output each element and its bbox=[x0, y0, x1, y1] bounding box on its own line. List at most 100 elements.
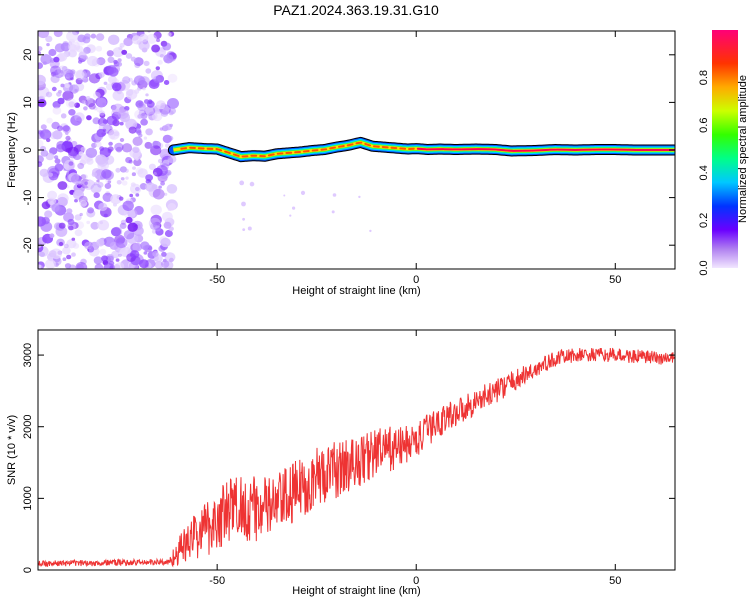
colorbar: 0.0 0.2 0.4 0.6 0.8 Normalized spectral ampl… bbox=[698, 30, 749, 276]
noise-blob bbox=[115, 258, 120, 262]
noise-blob bbox=[58, 222, 66, 229]
noise-blob bbox=[131, 172, 136, 177]
noise-blob bbox=[78, 151, 84, 156]
noise-blob bbox=[127, 222, 138, 232]
noise-blob bbox=[168, 135, 174, 141]
noise-blob bbox=[86, 220, 91, 225]
noise-blob bbox=[128, 159, 133, 164]
noise-blob bbox=[98, 58, 106, 65]
noise-blob bbox=[132, 242, 143, 252]
noise-blob bbox=[71, 237, 76, 241]
noise-blob bbox=[64, 83, 70, 88]
noise-blob bbox=[78, 59, 83, 64]
track-core bbox=[215, 148, 223, 152]
noise-blob bbox=[65, 135, 71, 141]
noise-blob bbox=[45, 35, 53, 43]
noise-blob bbox=[105, 83, 114, 91]
noise-blob bbox=[132, 146, 140, 153]
noise-blob bbox=[155, 66, 160, 71]
noise-blob bbox=[152, 188, 165, 200]
noise-dot bbox=[331, 210, 335, 214]
noise-blob bbox=[45, 91, 53, 98]
noise-blob bbox=[51, 86, 57, 92]
noise-blob bbox=[48, 250, 57, 258]
noise-blob bbox=[160, 237, 171, 248]
spectrogram-x-axis-label: Height of straight line (km) bbox=[292, 285, 420, 297]
noise-blob bbox=[144, 99, 150, 104]
noise-blob bbox=[62, 246, 71, 255]
noise-blob bbox=[154, 261, 164, 269]
noise-blob bbox=[40, 221, 53, 232]
noise-blob bbox=[119, 222, 127, 229]
noise-blob bbox=[38, 51, 42, 55]
noise-blob bbox=[108, 141, 113, 146]
colorbar-ticks: 0.0 0.2 0.4 0.6 0.8 bbox=[698, 70, 710, 276]
noise-blob bbox=[107, 180, 112, 184]
noise-dot bbox=[241, 201, 246, 207]
track-core bbox=[180, 147, 188, 150]
noise-blob bbox=[49, 131, 59, 140]
noise-blob bbox=[113, 264, 121, 269]
noise-blob bbox=[125, 53, 133, 59]
noise-blob bbox=[67, 137, 72, 142]
noise-blob bbox=[124, 168, 129, 173]
noise-blob bbox=[103, 263, 115, 269]
noise-dot bbox=[292, 206, 296, 210]
noise-blob bbox=[65, 131, 69, 135]
noise-blob bbox=[40, 124, 47, 130]
noise-blob bbox=[101, 255, 108, 262]
noise-blob bbox=[99, 248, 107, 255]
snr-x-axis-label: Height of straight line (km) bbox=[292, 585, 420, 597]
noise-blob bbox=[135, 157, 139, 161]
noise-blob bbox=[38, 62, 43, 69]
noise-blob bbox=[74, 102, 80, 108]
noise-blob bbox=[39, 251, 45, 257]
noise-blob bbox=[74, 112, 85, 122]
noise-blob bbox=[75, 77, 83, 85]
noise-blob bbox=[41, 216, 50, 225]
noise-blob bbox=[38, 74, 46, 86]
noise-blob bbox=[67, 218, 75, 226]
noise-blob bbox=[93, 192, 100, 199]
noise-blob bbox=[167, 155, 177, 164]
noise-blob bbox=[83, 100, 89, 106]
noise-blob bbox=[111, 103, 124, 115]
noise-blob bbox=[57, 181, 68, 190]
track-core bbox=[504, 149, 515, 152]
noise-blob bbox=[157, 158, 164, 164]
noise-blob bbox=[90, 183, 102, 194]
noise-blob bbox=[125, 216, 133, 224]
noise-blob bbox=[84, 181, 89, 185]
noise-blob bbox=[169, 123, 173, 127]
noise-blob bbox=[119, 42, 125, 48]
colorbar-tick-label: 0.4 bbox=[698, 165, 710, 180]
track-core bbox=[224, 150, 231, 155]
noise-blob bbox=[148, 163, 156, 170]
noise-blob bbox=[84, 241, 93, 250]
noise-blob bbox=[111, 64, 121, 73]
noise-blob bbox=[66, 254, 72, 260]
noise-blob bbox=[62, 125, 70, 132]
noise-blob bbox=[80, 174, 87, 180]
noise-blob bbox=[115, 237, 128, 249]
noise-blob bbox=[157, 60, 163, 65]
noise-blob bbox=[137, 103, 146, 111]
noise-blob bbox=[92, 91, 101, 99]
noise-blob bbox=[88, 103, 96, 110]
noise-blob bbox=[117, 58, 122, 63]
noise-blob bbox=[75, 262, 88, 269]
noise-blob bbox=[77, 162, 85, 170]
y-tick-label: 2000 bbox=[22, 414, 34, 438]
noise-blob bbox=[159, 54, 164, 58]
track-core bbox=[364, 142, 371, 147]
noise-blob bbox=[118, 253, 122, 257]
noise-blob bbox=[47, 190, 58, 200]
noise-blob bbox=[68, 264, 76, 269]
noise-blob bbox=[162, 211, 173, 222]
noise-blob bbox=[68, 172, 79, 183]
noise-blob bbox=[106, 253, 115, 262]
track-core bbox=[267, 153, 275, 157]
noise-dot bbox=[358, 195, 361, 199]
noise-blob bbox=[96, 179, 100, 183]
noise-blob bbox=[163, 192, 168, 196]
